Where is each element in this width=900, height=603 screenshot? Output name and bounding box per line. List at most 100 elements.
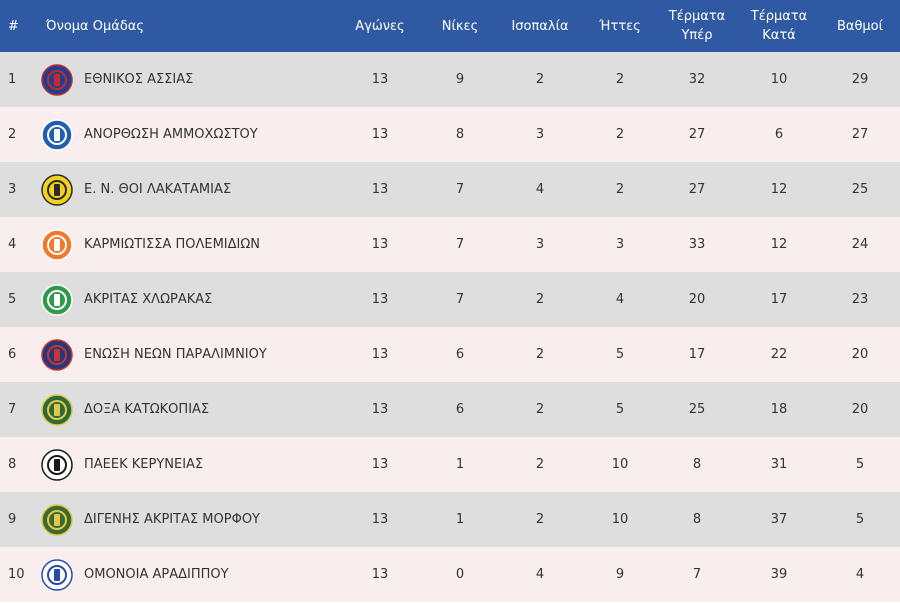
- karmiotissa-logo: [41, 228, 73, 261]
- wins-cell: 7: [455, 237, 465, 252]
- position-cell: 4: [8, 237, 17, 252]
- position-cell: 7: [8, 402, 17, 417]
- position-cell: 3: [8, 182, 17, 197]
- goals-against-cell: 31: [770, 457, 788, 472]
- losses-cell: 3: [615, 237, 625, 252]
- header-points[interactable]: Βαθμοί: [836, 18, 884, 34]
- goals-against-cell: 12: [770, 237, 788, 252]
- team-cell: ΕΝΩΣΗ ΝΕΩΝ ΠΑΡΑΛΙΜΝΙΟΥ: [36, 327, 336, 382]
- header-team-name[interactable]: Όνομα Ομάδας: [46, 18, 144, 34]
- thoi-lakatamias-logo: [41, 173, 73, 206]
- points-cell: 24: [851, 237, 869, 252]
- header-goals-against-line1: Τέρματα: [750, 9, 808, 24]
- team-name[interactable]: ΑΚΡΙΤΑΣ ΧΛΩΡΑΚΑΣ: [84, 292, 213, 307]
- wins-cell: 8: [455, 127, 465, 142]
- header-goals-for-line2: Υπέρ: [681, 28, 713, 43]
- header-goals-for-line1: Τέρματα: [668, 9, 726, 24]
- played-cell: 13: [371, 292, 389, 307]
- table-row: 2 ΑΝΟΡΘΩΣΗ ΑΜΜΟΧΩΣΤΟΥ 13 8 3 2 27 6 27: [0, 107, 900, 162]
- team-name[interactable]: Ε. Ν. ΘΟΙ ΛΑΚΑΤΑΜΙΑΣ: [84, 182, 232, 197]
- wins-cell: 7: [455, 292, 465, 307]
- points-cell: 20: [851, 347, 869, 362]
- draws-cell: 2: [535, 457, 545, 472]
- table-row: 10 ΟΜΟΝΟΙΑ ΑΡΑΔΙΠΠΟΥ 13 0 4 9 7 39 4: [0, 547, 900, 602]
- draws-cell: 2: [535, 347, 545, 362]
- goals-for-cell: 33: [688, 237, 706, 252]
- header-goals-for[interactable]: Τέρματα Υπέρ: [656, 0, 738, 52]
- table-row: 6 ΕΝΩΣΗ ΝΕΩΝ ΠΑΡΑΛΙΜΝΙΟΥ 13 6 2 5 17 22 …: [0, 327, 900, 382]
- losses-cell: 5: [615, 402, 625, 417]
- table-header-row: # Όνομα Ομάδας Αγώνες Νίκες Ισοπαλία Ήττ…: [0, 0, 900, 52]
- goals-for-cell: 8: [692, 512, 702, 527]
- draws-cell: 2: [535, 292, 545, 307]
- wins-cell: 6: [455, 347, 465, 362]
- goals-for-cell: 17: [688, 347, 706, 362]
- header-position[interactable]: #: [8, 18, 19, 34]
- header-played[interactable]: Αγώνες: [355, 18, 405, 34]
- goals-against-cell: 22: [770, 347, 788, 362]
- team-name[interactable]: ΔΙΓΕΝΗΣ ΑΚΡΙΤΑΣ ΜΟΡΦΟΥ: [84, 512, 260, 527]
- goals-for-cell: 20: [688, 292, 706, 307]
- played-cell: 13: [371, 567, 389, 582]
- team-name[interactable]: ΟΜΟΝΟΙΑ ΑΡΑΔΙΠΠΟΥ: [84, 567, 229, 582]
- position-cell: 1: [8, 72, 17, 87]
- points-cell: 4: [855, 567, 865, 582]
- draws-cell: 3: [535, 237, 545, 252]
- goals-for-cell: 27: [688, 127, 706, 142]
- paeek-logo: [41, 448, 73, 481]
- draws-cell: 2: [535, 402, 545, 417]
- doxa-katokopias-logo: [41, 393, 73, 426]
- wins-cell: 6: [455, 402, 465, 417]
- losses-cell: 4: [615, 292, 625, 307]
- losses-cell: 10: [611, 457, 629, 472]
- losses-cell: 9: [615, 567, 625, 582]
- team-name[interactable]: ΔΟΞΑ ΚΑΤΩΚΟΠΙΑΣ: [84, 402, 210, 417]
- team-cell: ΑΝΟΡΘΩΣΗ ΑΜΜΟΧΩΣΤΟΥ: [36, 107, 336, 162]
- team-cell: ΔΙΓΕΝΗΣ ΑΚΡΙΤΑΣ ΜΟΡΦΟΥ: [36, 492, 336, 547]
- wins-cell: 7: [455, 182, 465, 197]
- digenis-morfou-logo: [41, 503, 73, 536]
- goals-against-cell: 10: [770, 72, 788, 87]
- wins-cell: 1: [455, 512, 465, 527]
- team-name[interactable]: ΑΝΟΡΘΩΣΗ ΑΜΜΟΧΩΣΤΟΥ: [84, 127, 258, 142]
- team-cell: ΟΜΟΝΟΙΑ ΑΡΑΔΙΠΠΟΥ: [36, 547, 336, 602]
- team-name[interactable]: ΕΘΝΙΚΟΣ ΑΣΣΙΑΣ: [84, 72, 194, 87]
- draws-cell: 2: [535, 72, 545, 87]
- goals-for-cell: 25: [688, 402, 706, 417]
- header-draws[interactable]: Ισοπαλία: [511, 18, 569, 34]
- losses-cell: 2: [615, 127, 625, 142]
- goals-for-cell: 7: [692, 567, 702, 582]
- wins-cell: 0: [455, 567, 465, 582]
- team-name[interactable]: ΚΑΡΜΙΩΤΙΣΣΑ ΠΟΛΕΜΙΔΙΩΝ: [84, 237, 261, 252]
- losses-cell: 2: [615, 72, 625, 87]
- table-row: 3 Ε. Ν. ΘΟΙ ΛΑΚΑΤΑΜΙΑΣ 13 7 4 2 27 12 25: [0, 162, 900, 217]
- played-cell: 13: [371, 237, 389, 252]
- played-cell: 13: [371, 402, 389, 417]
- team-cell: ΠΑΕΕΚ ΚΕΡΥΝΕΙΑΣ: [36, 437, 336, 492]
- team-cell: ΚΑΡΜΙΩΤΙΣΣΑ ΠΟΛΕΜΙΔΙΩΝ: [36, 217, 336, 272]
- goals-against-cell: 6: [774, 127, 784, 142]
- points-cell: 29: [851, 72, 869, 87]
- points-cell: 5: [855, 457, 865, 472]
- table-row: 7 ΔΟΞΑ ΚΑΤΩΚΟΠΙΑΣ 13 6 2 5 25 18 20: [0, 382, 900, 437]
- wins-cell: 1: [455, 457, 465, 472]
- goals-against-cell: 12: [770, 182, 788, 197]
- team-name[interactable]: ΕΝΩΣΗ ΝΕΩΝ ΠΑΡΑΛΙΜΝΙΟΥ: [84, 347, 267, 362]
- table-row: 5 ΑΚΡΙΤΑΣ ΧΛΩΡΑΚΑΣ 13 7 2 4 20 17 23: [0, 272, 900, 327]
- header-wins[interactable]: Νίκες: [441, 18, 479, 34]
- table-row: 1 ΕΘΝΙΚΟΣ ΑΣΣΙΑΣ 13 9 2 2 32 10 29: [0, 52, 900, 107]
- position-cell: 2: [8, 127, 17, 142]
- header-goals-against[interactable]: Τέρματα Κατά: [738, 0, 820, 52]
- played-cell: 13: [371, 457, 389, 472]
- omonoia-aradippou-logo: [41, 558, 73, 591]
- team-name[interactable]: ΠΑΕΕΚ ΚΕΡΥΝΕΙΑΣ: [84, 457, 204, 472]
- team-cell: ΔΟΞΑ ΚΑΤΩΚΟΠΙΑΣ: [36, 382, 336, 437]
- played-cell: 13: [371, 512, 389, 527]
- draws-cell: 4: [535, 567, 545, 582]
- table-row: 9 ΔΙΓΕΝΗΣ ΑΚΡΙΤΑΣ ΜΟΡΦΟΥ 13 1 2 10 8 37 …: [0, 492, 900, 547]
- header-losses[interactable]: Ήττες: [599, 18, 641, 34]
- points-cell: 5: [855, 512, 865, 527]
- losses-cell: 2: [615, 182, 625, 197]
- points-cell: 27: [851, 127, 869, 142]
